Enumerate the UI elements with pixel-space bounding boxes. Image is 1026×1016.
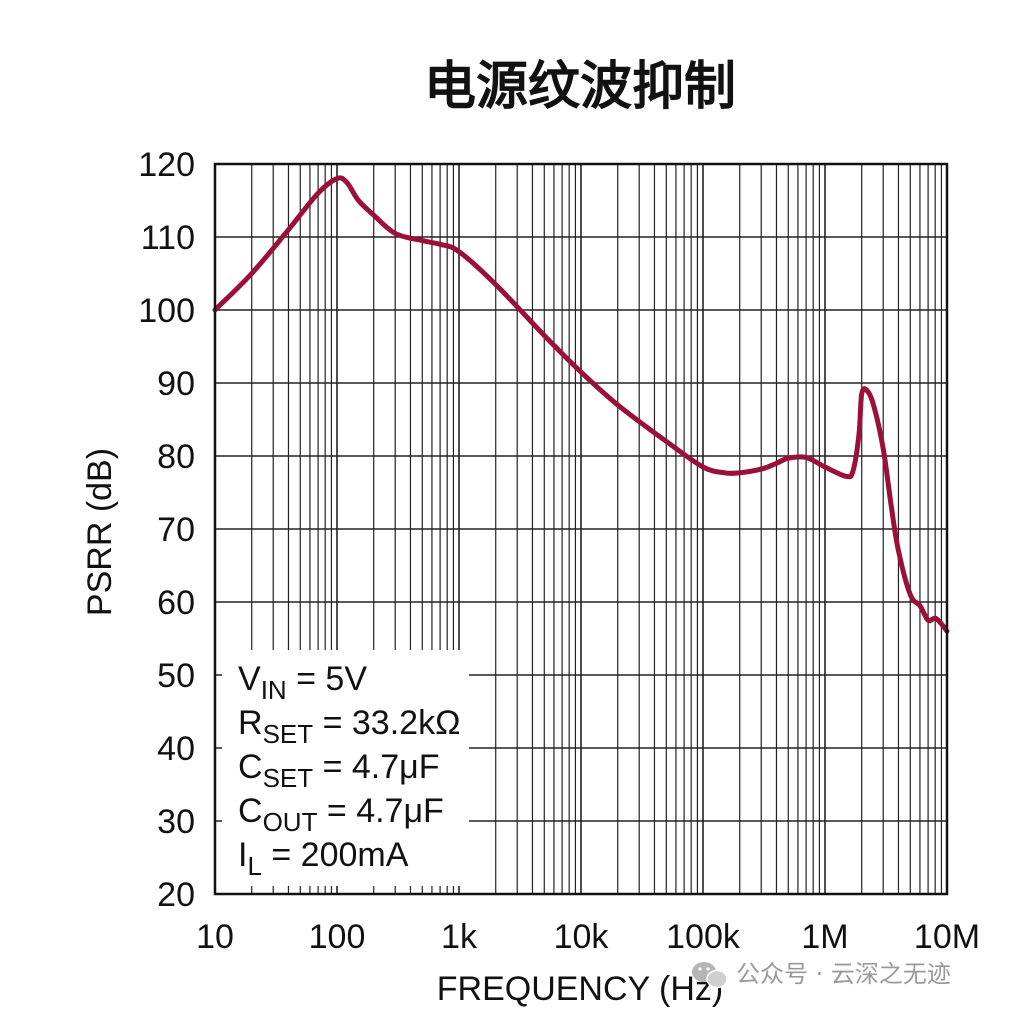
y-tick-label: 70 [157, 511, 195, 549]
y-tick-label: 20 [157, 876, 195, 914]
x-tick-label: 10k [554, 918, 610, 956]
conditions-box [222, 650, 469, 886]
y-tick-label: 50 [157, 657, 195, 695]
x-tick-label: 100k [666, 918, 741, 956]
condition-line: CSET = 4.7μF [238, 748, 440, 793]
y-tick-label: 80 [157, 438, 195, 476]
condition-line: RSET = 33.2kΩ [238, 704, 460, 749]
series-layer [212, 175, 950, 634]
condition-line: IL = 200mA [238, 836, 409, 881]
wechat-icon [692, 962, 728, 989]
y-tick-label: 110 [141, 219, 195, 257]
x-axis-label: FREQUENCY (Hz) [437, 970, 724, 1008]
condition-line: VIN = 5V [238, 660, 367, 705]
y-tick-label: 60 [157, 584, 195, 622]
chart-title: 电源纹波抑制 [424, 57, 736, 117]
psrr-series-line [212, 175, 950, 634]
y-tick-label: 30 [157, 803, 195, 841]
y-axis-label: PSRR (dB) [81, 448, 119, 616]
x-tick-label: 10M [914, 918, 980, 956]
y-tick-label: 40 [157, 730, 195, 768]
y-tick-label: 100 [138, 292, 195, 330]
condition-line: COUT = 4.7μF [238, 792, 444, 837]
x-tick-label: 1k [441, 918, 478, 956]
x-tick-label: 1M [801, 918, 848, 956]
y-tick-label: 90 [157, 365, 195, 403]
x-tick-label: 10 [196, 918, 234, 956]
y-tick-label: 120 [138, 146, 195, 184]
watermark: 公众号 · 云深之无迹 [692, 960, 951, 989]
x-tick-label: 100 [309, 918, 366, 956]
y-tick-labels: 20 30 40 50 60 70 80 90 100 110 120 [138, 146, 195, 914]
plot-frame [213, 162, 949, 896]
watermark-text: 公众号 · 云深之无迹 [736, 960, 951, 988]
x-tick-labels: 10 100 1k 10k 100k 1M 10M [196, 918, 980, 956]
